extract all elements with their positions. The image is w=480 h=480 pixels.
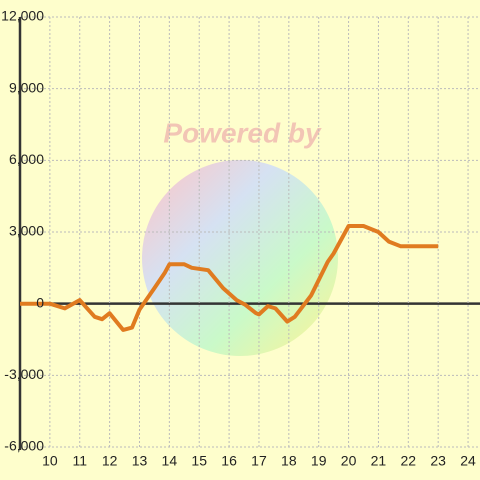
y-tick-label: 9,000 bbox=[9, 79, 44, 95]
y-tick-label: -3,000 bbox=[4, 366, 44, 382]
x-tick-label: 10 bbox=[42, 453, 58, 469]
x-tick-label: 15 bbox=[191, 453, 207, 469]
y-tick-label: 3,000 bbox=[9, 223, 44, 239]
y-tick-label: 0 bbox=[36, 294, 44, 310]
y-tick-label: -6,000 bbox=[4, 438, 44, 454]
y-tick-label: 12,000 bbox=[1, 8, 44, 24]
watermark-text: Powered by bbox=[163, 117, 322, 148]
x-tick-label: 18 bbox=[281, 453, 297, 469]
x-tick-label: 16 bbox=[221, 453, 237, 469]
watermark-logo bbox=[142, 160, 338, 356]
x-tick-label: 19 bbox=[311, 453, 327, 469]
y-tick-label: 6,000 bbox=[9, 151, 44, 167]
x-tick-label: 21 bbox=[371, 453, 387, 469]
x-tick-label: 22 bbox=[401, 453, 417, 469]
x-tick-label: 14 bbox=[162, 453, 178, 469]
x-tick-label: 12 bbox=[102, 453, 118, 469]
x-tick-label: 24 bbox=[460, 453, 476, 469]
x-tick-label: 13 bbox=[132, 453, 148, 469]
x-tick-label: 20 bbox=[341, 453, 357, 469]
x-tick-label: 23 bbox=[430, 453, 446, 469]
x-tick-label: 17 bbox=[251, 453, 267, 469]
data-line bbox=[20, 224, 439, 332]
x-tick-label: 11 bbox=[72, 453, 87, 469]
